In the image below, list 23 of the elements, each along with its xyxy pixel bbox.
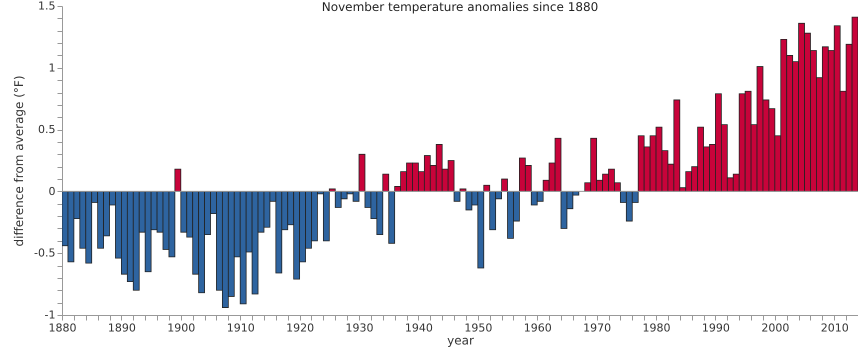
x-tick-label: 1920 (286, 322, 314, 334)
y-axis-title: difference from average (°F) (12, 76, 26, 246)
x-tick-label: 1880 (48, 322, 76, 334)
y-tick-label: -0.5 (34, 246, 56, 260)
x-tick-label: 1950 (464, 322, 492, 334)
x-tick-label: 2000 (761, 322, 790, 334)
y-tick-label: -1 (44, 308, 56, 322)
y-tick-label: 0 (48, 184, 56, 198)
x-tick-label: 1930 (346, 322, 374, 334)
x-tick-label: 1960 (524, 322, 552, 334)
x-tick-label: 1900 (167, 322, 196, 334)
x-tick-label: 2010 (820, 322, 849, 334)
x-tick-label: 1910 (226, 322, 255, 334)
x-tick-label: 1940 (404, 322, 433, 334)
chart-title: November temperature anomalies since 1880 (322, 0, 598, 14)
y-tick-label: 0.5 (38, 123, 56, 136)
x-tick-label: 1970 (583, 322, 612, 334)
y-tick-label: 1 (48, 61, 56, 74)
x-tick-label: 1890 (108, 322, 136, 334)
y-tick-label: 1.5 (38, 0, 56, 12)
x-tick-label: 1990 (702, 322, 730, 334)
x-axis-title: year (447, 334, 474, 348)
x-tick-label: 1980 (642, 322, 671, 334)
